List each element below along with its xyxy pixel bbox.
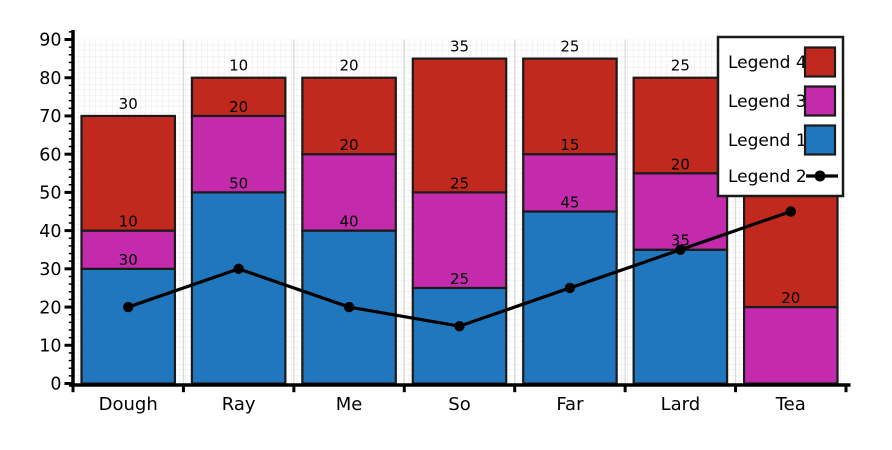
legend: Legend 4 Legend 3 Legend 1 Legend 2 [716, 35, 845, 198]
bar-value-label: 45 [560, 194, 579, 212]
bar-segment-Tea-Legend-3 [742, 305, 839, 385]
x-category-label: Lard [661, 394, 701, 415]
y-tick-label: 40 [39, 222, 61, 242]
bar-segment-Lard-Legend-1 [632, 248, 729, 385]
y-tick-label: 0 [50, 375, 61, 395]
bar-value-label: 25 [671, 57, 690, 75]
bar-value-label: 40 [340, 213, 359, 231]
bar-value-label: 20 [671, 155, 690, 173]
x-category-label: Tea [775, 394, 806, 415]
bar-value-label: 20 [340, 136, 359, 154]
bar-value-label: 25 [560, 38, 579, 56]
bar-segment-Dough-Legend-4 [80, 114, 177, 232]
y-tick-label: 60 [39, 145, 61, 165]
y-tick-label: 10 [39, 336, 61, 356]
line-marker-Far [564, 282, 576, 294]
line-marker-Lard [675, 244, 686, 255]
legend-swatch-Legend-3 [803, 85, 837, 117]
x-category-label: So [448, 394, 470, 415]
y-tick-label: 80 [39, 69, 61, 89]
bar-labels-group: 30 10 30 50 20 10 40 20 20 25 25 35 45 15 25 35 20 25 20 [119, 38, 801, 307]
bar-segment-Me-Legend-3 [301, 153, 397, 232]
bar-segment-Ray-Legend-4 [190, 76, 287, 118]
bar-value-label: 20 [781, 289, 800, 307]
legend-marker-sample [814, 170, 826, 182]
bar-segment-So-Legend-4 [411, 57, 508, 194]
bar-value-label: 50 [229, 174, 248, 192]
bar-value-label: 10 [229, 57, 248, 75]
bar-value-label: 20 [340, 57, 359, 75]
bar-value-label: 25 [450, 270, 469, 288]
bar-value-label: 30 [119, 95, 138, 113]
bar-segment-So-Legend-1 [411, 286, 508, 385]
line-marker-Dough [123, 301, 134, 313]
y-tick-label: 30 [39, 260, 61, 280]
x-category-label: Dough [99, 394, 158, 415]
bar-value-label: 30 [119, 251, 138, 269]
legend-label: Legend 3 [728, 92, 807, 112]
bar-segment-Far-Legend-1 [522, 210, 618, 385]
bar-segment-Lard-Legend-3 [632, 172, 729, 251]
bar-segment-Ray-Legend-1 [190, 191, 287, 385]
bar-segment-Far-Legend-4 [522, 57, 618, 156]
y-tick-label: 20 [39, 298, 61, 318]
bar-value-label: 25 [450, 174, 469, 192]
legend-label: Legend 4 [728, 53, 807, 73]
bar-value-label: 10 [119, 213, 138, 231]
bar-value-label: 20 [229, 98, 248, 116]
y-tick-label: 90 [39, 31, 61, 51]
legend-swatch-Legend-1 [803, 124, 837, 156]
bar-segment-Dough-Legend-3 [80, 229, 177, 270]
x-category-label: Ray [222, 394, 256, 415]
bar-value-label: 35 [671, 232, 690, 250]
y-tick-label: 50 [39, 184, 61, 204]
line-marker-Tea [785, 206, 796, 217]
x-category-label: Far [556, 394, 584, 415]
bar-value-label: 15 [560, 136, 579, 154]
legend-swatch-Legend-4 [803, 46, 837, 78]
bar-segment-Me-Legend-4 [301, 76, 397, 156]
line-marker-Me [343, 301, 355, 313]
bar-segment-Far-Legend-3 [522, 153, 618, 213]
y-tick-label: 70 [39, 107, 61, 127]
line-marker-Ray [233, 263, 244, 275]
line-marker-So [454, 320, 465, 332]
bar-segment-Lard-Legend-4 [632, 76, 729, 175]
bar-segment-Dough-Legend-1 [80, 267, 177, 385]
legend-label: Legend 2 [728, 167, 807, 187]
legend-label: Legend 1 [728, 131, 807, 151]
x-category-label: Me [336, 394, 363, 415]
bar-value-label: 35 [450, 38, 469, 56]
